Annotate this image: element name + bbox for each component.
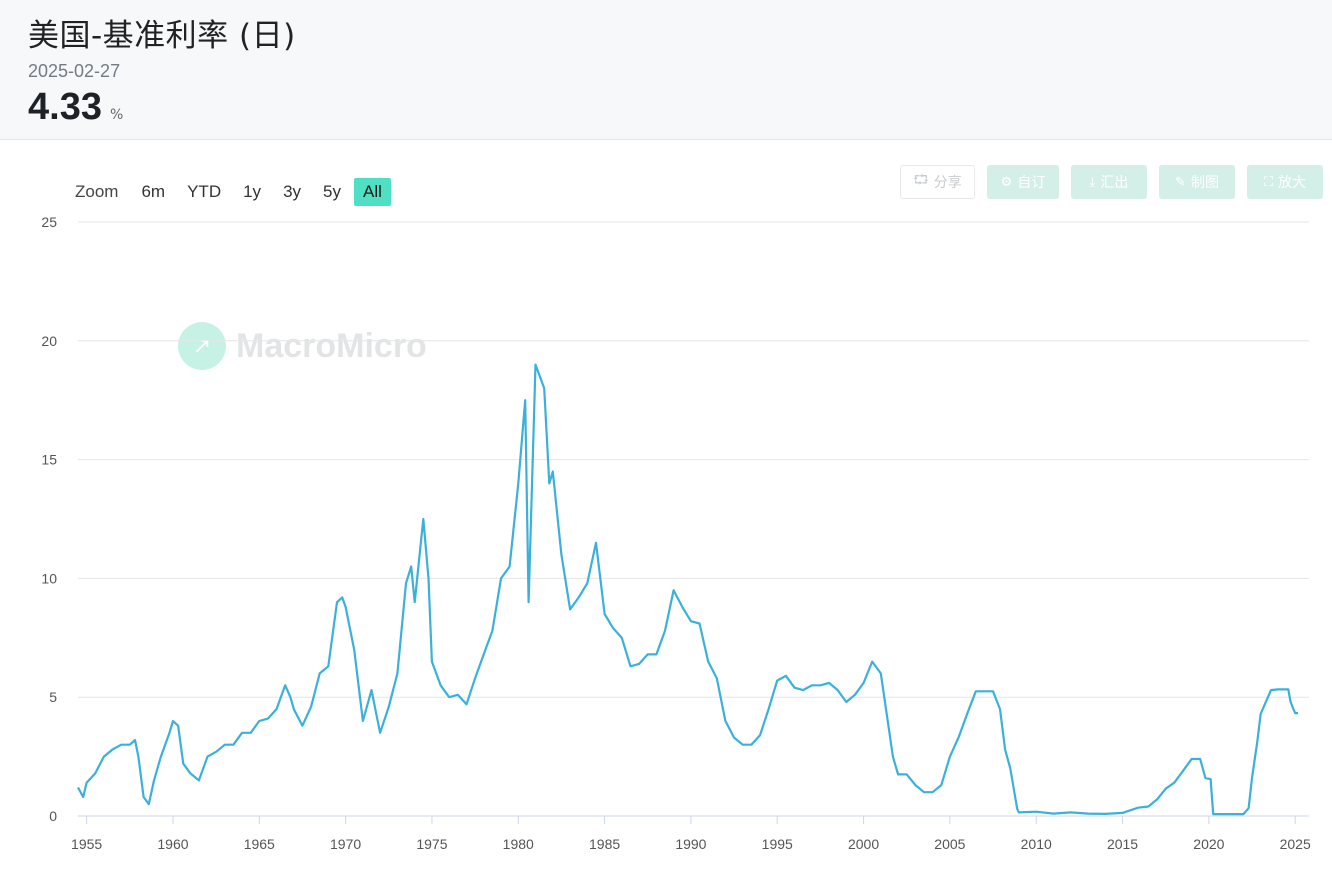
x-tick-label: 1970 <box>330 836 361 852</box>
download-icon: ⤓ <box>1089 174 1096 190</box>
expand-icon: ⛶ <box>1263 174 1274 190</box>
x-tick-label: 1955 <box>71 836 102 852</box>
series-line <box>77 363 1298 816</box>
share-icon: ⮔ <box>913 173 929 188</box>
x-tick-label: 1980 <box>503 836 534 852</box>
export-label: 汇出 <box>1100 175 1129 191</box>
x-tick-label: 2025 <box>1280 836 1311 852</box>
zoom-label: Zoom <box>75 182 119 201</box>
latest-date: 2025-02-27 <box>28 61 121 81</box>
macromicro-logo-icon: ↗ <box>178 322 226 370</box>
subscribe-label: 自订 <box>1017 175 1046 191</box>
y-tick-label: 15 <box>41 452 57 468</box>
range-ytd-button[interactable]: YTD <box>187 182 222 201</box>
range-3y-button[interactable]: 3y <box>283 182 302 201</box>
watermark-text: MacroMicro <box>236 326 427 365</box>
range-all-button[interactable]: All <box>354 178 391 206</box>
x-tick-label: 1960 <box>157 836 188 852</box>
x-tick-label: 1975 <box>416 836 447 852</box>
x-tick-label: 2020 <box>1193 836 1224 852</box>
range-1y-button[interactable]: 1y <box>243 182 262 201</box>
x-tick-label: 1965 <box>244 836 275 852</box>
header: 美国-基准利率 (日) 2025-02-27 4.33 % <box>0 0 1332 140</box>
value-unit: % <box>109 107 124 123</box>
range-6m-button[interactable]: 6m <box>141 182 166 201</box>
x-tick-label: 2010 <box>1021 836 1052 852</box>
chart-toolbar: ⮔ 分享 ⚙ 自订 ⤓ 汇出 ✎ 制图 ⛶ 放大 <box>900 165 1323 199</box>
y-tick-label: 0 <box>49 808 57 824</box>
gear-icon: ⚙ <box>1000 174 1013 190</box>
y-tick-label: 10 <box>41 570 57 586</box>
x-tick-label: 1985 <box>589 836 620 852</box>
x-tick-label: 1995 <box>762 836 793 852</box>
latest-value-row: 4.33 % <box>28 86 123 129</box>
export-button[interactable]: ⤓ 汇出 <box>1071 165 1147 199</box>
latest-value: 4.33 <box>28 86 102 128</box>
subscribe-button[interactable]: ⚙ 自订 <box>987 165 1059 199</box>
pencil-icon: ✎ <box>1175 174 1186 190</box>
x-tick-label: 2005 <box>934 836 965 852</box>
x-tick-label: 2015 <box>1107 836 1138 852</box>
page-title: 美国-基准利率 (日) <box>28 18 296 54</box>
x-tick-label: 2000 <box>848 836 879 852</box>
range-selector: Zoom 6m YTD 1y 3y 5y All <box>75 178 395 206</box>
fullscreen-button[interactable]: ⛶ 放大 <box>1247 165 1323 199</box>
y-tick-label: 25 <box>41 214 57 230</box>
watermark: ↗ MacroMicro <box>178 322 427 370</box>
share-button[interactable]: ⮔ 分享 <box>900 165 975 199</box>
range-5y-button[interactable]: 5y <box>323 182 341 201</box>
fullscreen-label: 放大 <box>1278 175 1307 191</box>
y-tick-label: 5 <box>49 689 57 705</box>
y-tick-label: 20 <box>41 333 57 349</box>
draw-button[interactable]: ✎ 制图 <box>1159 165 1235 199</box>
x-tick-label: 1990 <box>675 836 706 852</box>
share-label: 分享 <box>933 175 962 191</box>
draw-label: 制图 <box>1190 175 1219 191</box>
